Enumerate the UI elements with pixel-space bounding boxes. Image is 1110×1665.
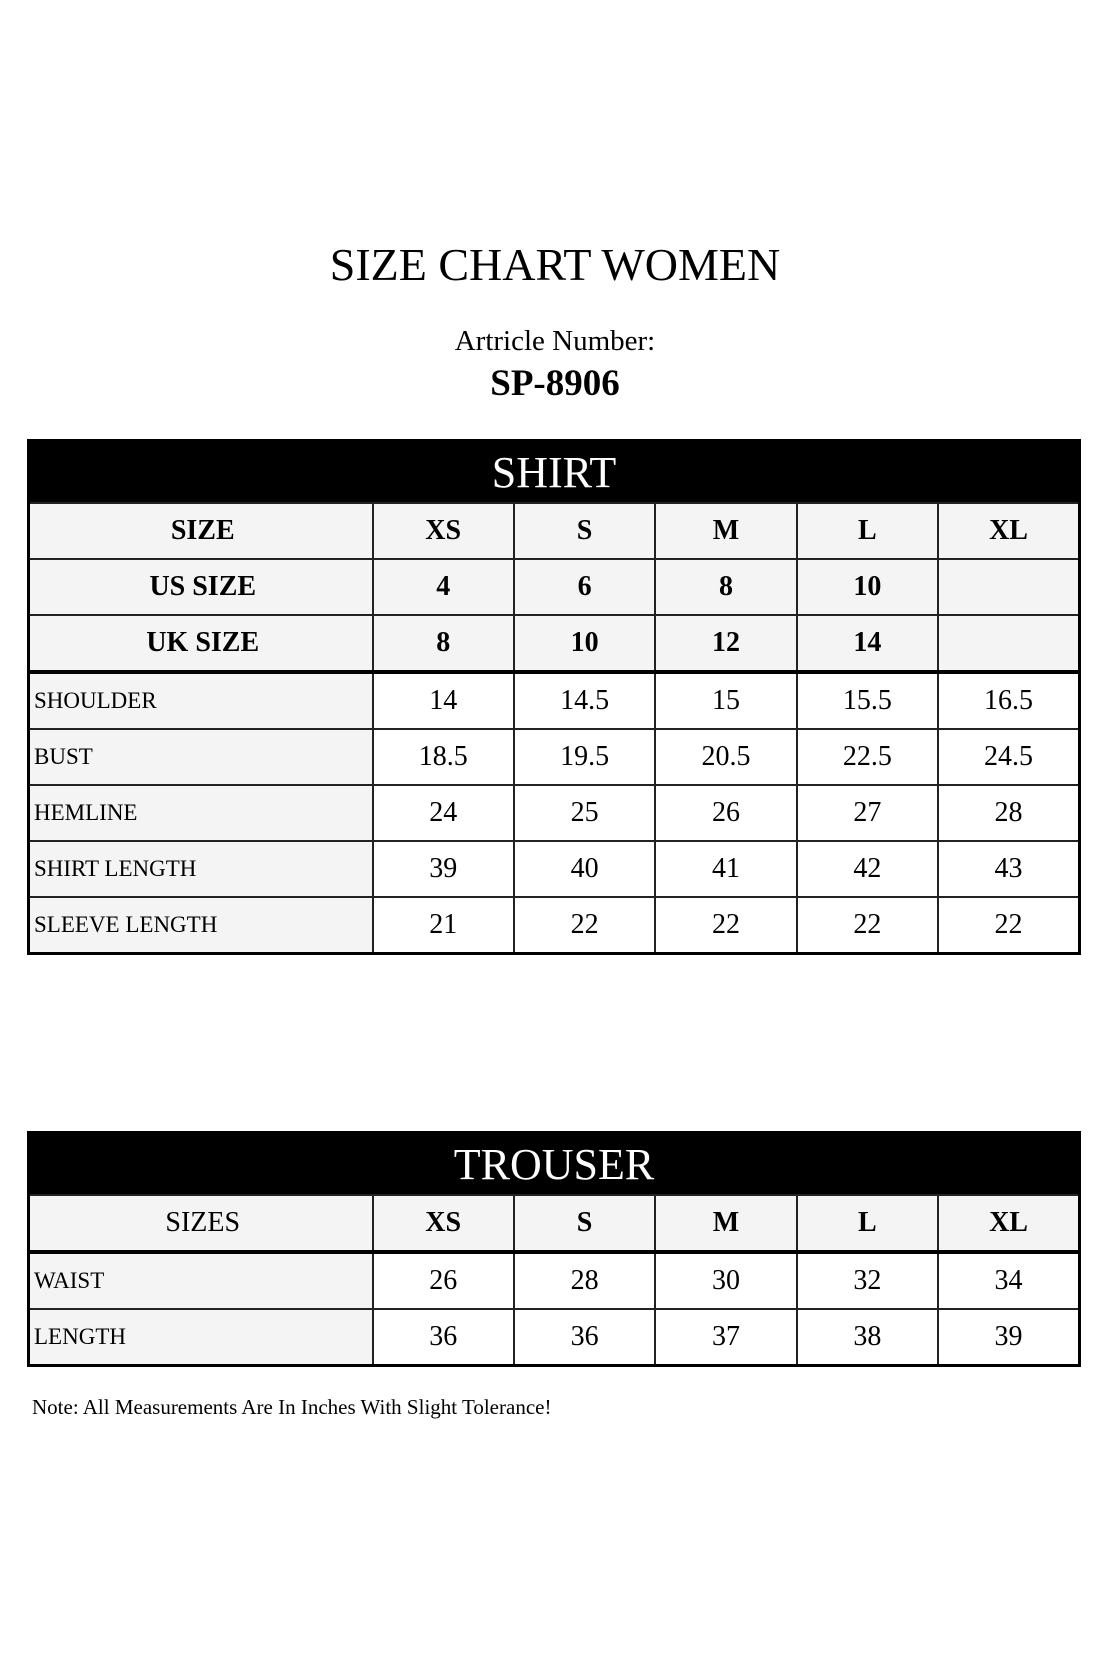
cell-value: 14	[795, 614, 940, 673]
trouser-table-heading: TROUSER	[27, 1131, 1081, 1196]
table-row: SHOULDER 14 14.5 15 15.5 16.5	[27, 670, 1081, 730]
cell-value: 28	[512, 1250, 657, 1310]
page-title: SIZE CHART WOMEN	[329, 239, 781, 290]
cell-value: XS	[371, 1194, 515, 1253]
cell-value: 24	[371, 784, 515, 842]
cell-value: 36	[371, 1308, 515, 1367]
cell-value: 4	[371, 558, 515, 616]
cell-value: 20.5	[654, 728, 798, 786]
cell-value: 42	[795, 840, 940, 898]
cell-value: 27	[795, 784, 940, 842]
row-label: BUST	[27, 728, 374, 786]
cell-value: 37	[654, 1308, 798, 1367]
cell-value: 22	[512, 896, 657, 955]
cell-value: 8	[371, 614, 515, 673]
table-row: HEMLINE 24 25 26 27 28	[27, 784, 1081, 842]
row-label: UK SIZE	[27, 614, 374, 673]
table-row: LENGTH 36 36 37 38 39	[27, 1308, 1081, 1367]
cell-value: M	[654, 1194, 798, 1253]
cell-value: 21	[371, 896, 515, 955]
cell-value: 14	[371, 670, 515, 730]
cell-value: 30	[654, 1250, 798, 1310]
cell-value: XS	[371, 502, 515, 560]
cell-value: 39	[937, 1308, 1081, 1367]
cell-value: XL	[937, 1194, 1081, 1253]
cell-value: 43	[937, 840, 1081, 898]
cell-value: 15	[654, 670, 798, 730]
cell-value: 32	[795, 1250, 940, 1310]
cell-value: 12	[654, 614, 798, 673]
cell-value: L	[795, 1194, 940, 1253]
cell-value: 34	[937, 1250, 1081, 1310]
header-row: SIZE XS S M L XL	[27, 502, 1081, 560]
cell-value: 22	[937, 896, 1081, 955]
header-row: SIZES XS S M L XL	[27, 1194, 1081, 1253]
measurement-note: Note: All Measurements Are In Inches Wit…	[32, 1395, 552, 1419]
cell-value: M	[654, 502, 798, 560]
cell-value: 8	[654, 558, 798, 616]
cell-value: 40	[512, 840, 657, 898]
cell-value: 28	[937, 784, 1081, 842]
cell-value: 18.5	[371, 728, 515, 786]
row-label: LENGTH	[27, 1308, 374, 1367]
cell-value: XL	[937, 502, 1081, 560]
row-label: SHOULDER	[27, 670, 374, 730]
cell-value: 19.5	[512, 728, 657, 786]
cell-value: 10	[795, 558, 940, 616]
cell-value: 22	[795, 896, 940, 955]
row-label: SIZES	[27, 1194, 374, 1253]
shirt-size-table: SHIRT SIZE XS S M L XL US SIZE 4 6 8 10 UK SIZE 8 10 1…	[27, 439, 1081, 955]
row-label: WAIST	[27, 1250, 374, 1310]
table-row: SLEEVE LENGTH 21 22 22 22 22	[27, 896, 1081, 955]
row-label: SLEEVE LENGTH	[27, 896, 374, 955]
table-row: SHIRT LENGTH 39 40 41 42 43	[27, 840, 1081, 898]
article-number-label: Artricle Number:	[454, 325, 656, 357]
cell-value: L	[795, 502, 940, 560]
table-row: WAIST 26 28 30 32 34	[27, 1250, 1081, 1310]
cell-value: 24.5	[937, 728, 1081, 786]
cell-value: 41	[654, 840, 798, 898]
cell-value: 22.5	[795, 728, 940, 786]
table-row: BUST 18.5 19.5 20.5 22.5 24.5	[27, 728, 1081, 786]
cell-value: 26	[654, 784, 798, 842]
cell-value: 39	[371, 840, 515, 898]
cell-value: 22	[654, 896, 798, 955]
cell-value: 14.5	[512, 670, 657, 730]
cell-value: 26	[371, 1250, 515, 1310]
cell-value: 6	[512, 558, 657, 616]
header-row: UK SIZE 8 10 12 14	[27, 614, 1081, 673]
header-row: US SIZE 4 6 8 10	[27, 558, 1081, 616]
cell-value: 25	[512, 784, 657, 842]
cell-value: S	[512, 1194, 657, 1253]
row-label: SIZE	[27, 502, 374, 560]
cell-value: 10	[512, 614, 657, 673]
cell-value: 36	[512, 1308, 657, 1367]
trouser-size-table: TROUSER SIZES XS S M L XL WAIST 26 28 30 32 34 LENG…	[27, 1131, 1081, 1367]
cell-value: 38	[795, 1308, 940, 1367]
article-number: SP-8906	[490, 363, 620, 404]
cell-value: S	[512, 502, 657, 560]
row-label: SHIRT LENGTH	[27, 840, 374, 898]
cell-value: 15.5	[795, 670, 940, 730]
row-label: HEMLINE	[27, 784, 374, 842]
shirt-table-heading: SHIRT	[27, 439, 1081, 504]
cell-value: 16.5	[937, 670, 1081, 730]
cell-value	[937, 558, 1081, 616]
row-label: US SIZE	[27, 558, 374, 616]
cell-value	[937, 614, 1081, 673]
